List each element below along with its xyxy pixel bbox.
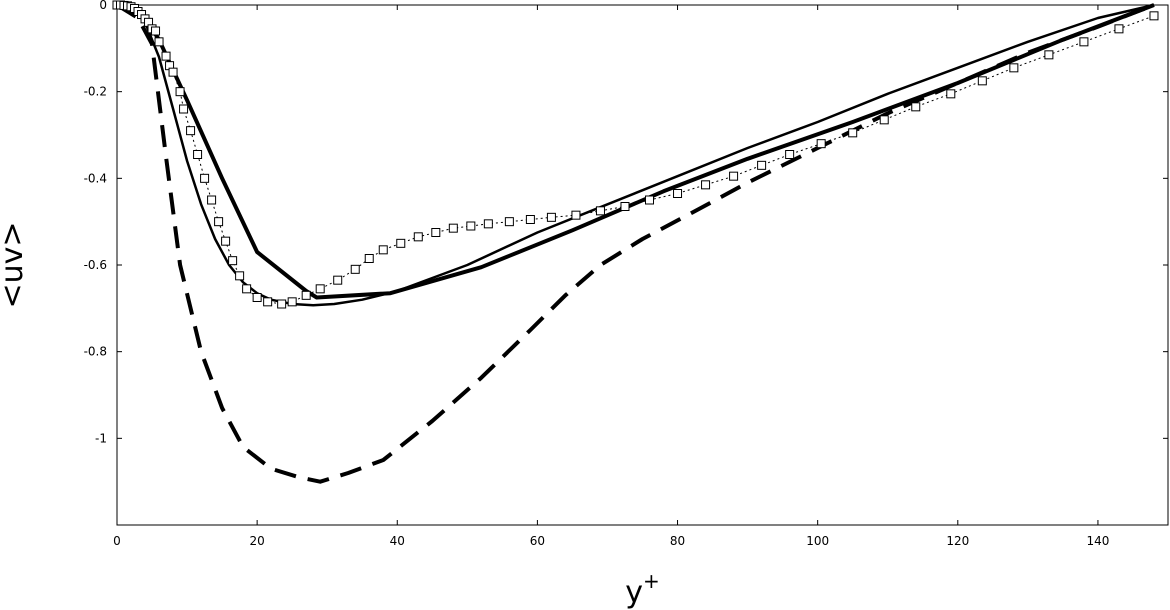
series-square-marker — [483, 219, 493, 229]
series-square-marker — [448, 223, 458, 233]
x-tick-label: 120 — [946, 534, 969, 548]
series-square-marker — [701, 180, 711, 190]
series-square-marker — [1149, 11, 1159, 21]
series-square-marker — [431, 228, 441, 237]
x-axis-label: y+ — [625, 569, 660, 610]
x-tick-label: 140 — [1086, 534, 1109, 548]
series-square-marker — [161, 51, 171, 61]
series-square-marker — [193, 150, 203, 159]
series-square-marker — [816, 139, 826, 149]
y-tick-label: -0.2 — [84, 85, 107, 99]
series-square-marker — [1044, 50, 1054, 60]
series-square-marker — [154, 37, 164, 47]
series-square-marker — [595, 206, 605, 216]
x-tick-label: 80 — [670, 534, 685, 548]
series-square-marker — [207, 195, 217, 205]
series-square-marker — [287, 297, 297, 307]
series-square-marker — [235, 271, 245, 281]
series-dotted-line — [117, 4, 1155, 305]
series-square-marker — [242, 284, 252, 294]
series-square-marker — [315, 284, 325, 294]
series-square-marker — [252, 293, 262, 302]
series-square-marker — [911, 102, 921, 112]
series-square-marker — [977, 76, 987, 86]
series-square-marker — [1079, 37, 1089, 47]
series-square-marker — [645, 195, 655, 205]
series-square-marker — [504, 217, 514, 227]
y-axis-label: <uv> — [0, 221, 30, 308]
x-axis-label-superscript: + — [643, 569, 660, 593]
y-tick-label: -0.8 — [84, 345, 107, 359]
x-tick-label: 0 — [113, 534, 121, 548]
series-square-marker — [1114, 24, 1124, 34]
x-axis-label-base: y — [625, 575, 643, 610]
series-square-marker — [848, 128, 858, 138]
series-square-marker — [413, 232, 423, 242]
series-square-marker — [186, 126, 196, 136]
y-tick-label: -0.4 — [84, 171, 107, 185]
series-square-marker — [466, 221, 476, 231]
series-square-marker — [757, 160, 767, 170]
series-square-marker — [168, 67, 178, 77]
x-tick-label: 100 — [806, 534, 829, 548]
series-square-marker — [378, 245, 388, 255]
series-square-marker — [1009, 63, 1019, 73]
x-axis-ticks: 0 20 40 60 80 100 120 140 — [113, 5, 1109, 548]
series-square-marker — [221, 236, 231, 246]
series-square-marker — [620, 202, 630, 211]
series-square-marker — [785, 150, 795, 159]
series-square-marker — [879, 115, 889, 125]
series-square-marker — [729, 171, 739, 181]
series-square-marker — [350, 264, 360, 274]
y-tick-label: 0 — [99, 0, 107, 12]
series-layer — [112, 0, 1159, 484]
series-square-marker — [301, 290, 311, 300]
y-tick-label: -0.6 — [84, 258, 107, 272]
series-square-marker — [151, 26, 161, 36]
series-square-marker — [546, 212, 556, 222]
series-square-marker — [200, 173, 210, 183]
series-thin-solid-line — [116, 3, 1155, 307]
y-tick-label: -1 — [95, 431, 107, 445]
series-square-marker — [214, 217, 224, 227]
series-square-marker — [364, 254, 374, 263]
series-square-marker — [571, 210, 581, 220]
series-square-marker — [673, 189, 683, 198]
y-axis-ticks: 0 -0.2 -0.4 -0.6 -0.8 -1 — [84, 0, 1168, 445]
series-square-marker — [175, 87, 185, 97]
series-square-marker — [277, 299, 287, 309]
series-thick-solid-line — [116, 3, 1155, 300]
series-square-marker — [179, 104, 189, 114]
series-dashed-line — [115, 3, 1155, 484]
x-tick-label: 40 — [390, 534, 405, 548]
series-square-marker — [525, 215, 535, 224]
series-square-marker — [333, 275, 343, 285]
series-square-marker — [228, 256, 238, 266]
x-tick-label: 20 — [249, 534, 264, 548]
x-tick-label: 60 — [530, 534, 545, 548]
series-square-marker — [396, 238, 406, 248]
series-square-marker — [946, 89, 956, 99]
series-square-marker — [263, 297, 273, 307]
